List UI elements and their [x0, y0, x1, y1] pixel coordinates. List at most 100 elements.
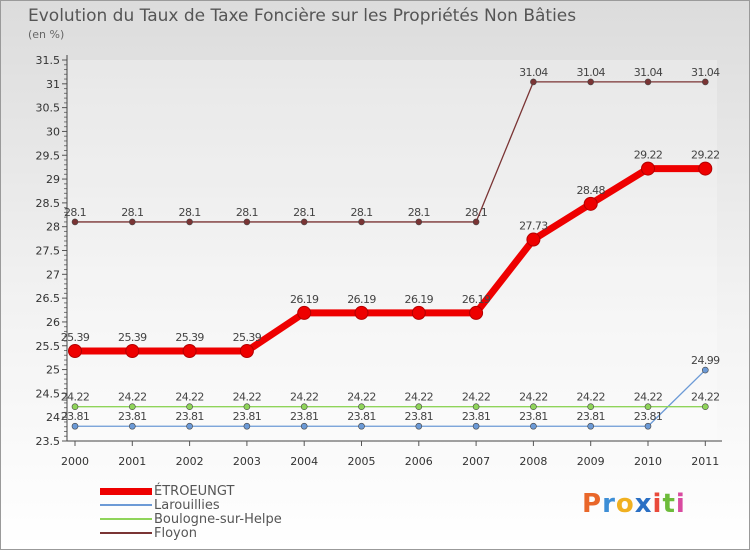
data-point [469, 305, 484, 320]
data-label: 24.22 [405, 391, 434, 404]
legend-label: ÉTROEUNGT [154, 483, 235, 499]
legend-swatch [100, 532, 152, 534]
data-point [125, 343, 140, 358]
data-label: 28.1 [179, 206, 201, 219]
y-tick-label: 27.5 [36, 245, 61, 258]
data-label: 23.81 [233, 410, 262, 423]
data-point [358, 422, 365, 430]
data-point [587, 422, 595, 430]
data-point [239, 343, 254, 358]
data-label: 23.81 [519, 410, 548, 423]
data-label: 23.81 [462, 410, 491, 423]
legend-label: Boulogne-sur-Helpe [154, 511, 282, 527]
data-label: 25.39 [118, 331, 147, 344]
y-tick-label: 29.5 [36, 149, 61, 162]
data-label: 24.22 [290, 391, 319, 404]
data-point [530, 403, 537, 411]
data-label: 25.39 [61, 331, 90, 344]
data-point [186, 422, 193, 430]
data-label: 23.81 [576, 410, 605, 423]
y-tick-label: 24 [46, 411, 60, 424]
legend-item: Boulogne-sur-Helpe [100, 511, 282, 527]
x-tick-label: 2006 [405, 455, 433, 468]
data-label: 24.22 [118, 391, 147, 404]
data-label: 28.1 [121, 206, 143, 219]
data-point [415, 218, 423, 226]
data-label: 25.39 [175, 331, 204, 344]
y-tick-label: 31 [46, 78, 60, 91]
logo-letter: i [652, 489, 663, 519]
data-label: 24.22 [347, 391, 376, 404]
y-axis-unit-label: (en %) [28, 28, 65, 41]
logo-letter: i [675, 489, 686, 519]
data-label: 23.81 [405, 410, 434, 423]
x-tick-label: 2001 [118, 455, 146, 468]
data-label: 28.48 [576, 184, 605, 197]
data-label: 23.81 [634, 410, 663, 423]
data-point [415, 422, 423, 430]
plot-area [67, 60, 717, 441]
series-line [75, 165, 706, 355]
data-point [698, 161, 713, 176]
data-label: 28.1 [465, 206, 487, 219]
data-label: 26.19 [347, 293, 376, 306]
data-label: 24.22 [634, 391, 663, 404]
data-point [644, 403, 652, 411]
x-tick-label: 2011 [691, 455, 719, 468]
data-label: 29.22 [634, 149, 663, 162]
data-point [129, 218, 136, 226]
y-tick-label: 24.5 [36, 387, 61, 400]
data-point [644, 78, 652, 86]
y-tick-label: 26 [46, 316, 60, 329]
legend-label: Larouillies [154, 497, 220, 513]
data-point [587, 78, 595, 86]
data-point [71, 403, 79, 411]
data-point [583, 196, 598, 211]
y-tick-label: 31.5 [36, 54, 61, 67]
legend-item: ÉTROEUNGT [100, 483, 282, 499]
data-point [129, 422, 136, 430]
data-label: 24.22 [691, 391, 720, 404]
data-label: 26.19 [290, 293, 319, 306]
y-tick-label: 26.5 [36, 292, 61, 305]
data-point [300, 422, 308, 430]
data-label: 24.22 [519, 391, 548, 404]
data-point [186, 218, 193, 226]
y-tick-label: 30 [46, 125, 60, 138]
data-label: 27.73 [519, 220, 548, 233]
data-label: 23.81 [175, 410, 204, 423]
data-label: 26.19 [405, 293, 434, 306]
data-point [526, 232, 541, 247]
data-point [182, 343, 197, 358]
data-point [587, 403, 595, 411]
y-tick-label: 29 [46, 173, 60, 186]
data-point [354, 305, 369, 320]
data-label: 24.22 [61, 391, 90, 404]
data-label: 26.19 [462, 293, 491, 306]
x-tick-label: 2004 [290, 455, 318, 468]
data-point [68, 343, 82, 358]
y-tick-label: 25.5 [36, 340, 61, 353]
logo-letter: x [634, 489, 653, 519]
data-label: 31.04 [634, 66, 663, 79]
logo-letter: r [602, 489, 616, 519]
data-point [300, 403, 308, 411]
data-point [358, 218, 365, 226]
data-point [243, 218, 251, 226]
data-point [186, 403, 193, 411]
data-label: 24.22 [462, 391, 491, 404]
y-tick-label: 25 [46, 364, 60, 377]
data-point [701, 403, 709, 411]
data-point [472, 422, 480, 430]
data-point [243, 403, 251, 411]
legend-swatch [100, 504, 152, 506]
legend-swatch [100, 487, 152, 495]
legend-label: Floyon [154, 525, 197, 541]
data-label: 24.22 [233, 391, 262, 404]
proxiti-logo: Proxiti [582, 489, 686, 519]
series-line [75, 81, 706, 223]
data-point [472, 218, 480, 226]
x-tick-label: 2005 [348, 455, 376, 468]
